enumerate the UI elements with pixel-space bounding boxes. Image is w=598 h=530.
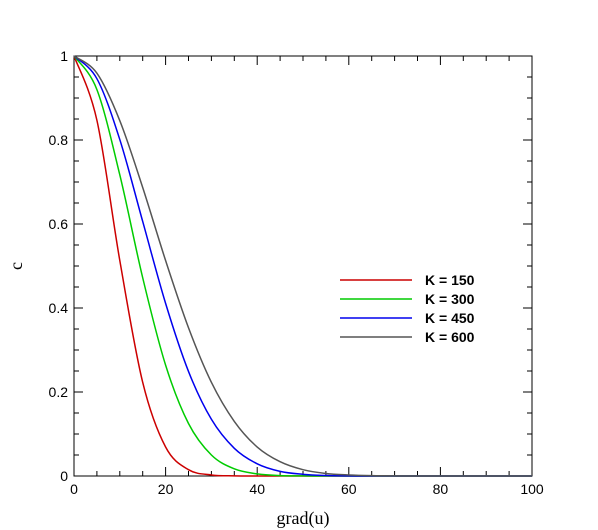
x-tick-label: 0 [70, 481, 78, 497]
series-layer [73, 55, 532, 477]
y-axis-title: c [6, 262, 26, 270]
legend-label-3: K = 450 [425, 310, 475, 326]
series-line-3 [73, 55, 532, 477]
legend-label-2: K = 300 [425, 291, 475, 307]
series-line-2 [73, 55, 532, 477]
legend-label-4: K = 600 [425, 329, 475, 345]
legend: K = 150 K = 300 K = 450 K = 600 [340, 272, 475, 345]
axis-ticks: 0 20 40 60 80 100 0 0.2 0.4 0.6 0.8 1 [49, 48, 544, 497]
plot-frame [73, 55, 533, 477]
x-tick-label: 80 [433, 481, 449, 497]
y-tick-label: 0.4 [49, 300, 69, 316]
x-tick-label: 100 [520, 481, 544, 497]
x-axis-title: grad(u) [277, 508, 330, 529]
x-tick-label: 20 [158, 481, 174, 497]
y-tick-label: 0.6 [49, 216, 69, 232]
series-line-1 [73, 55, 532, 477]
legend-label-1: K = 150 [425, 272, 475, 288]
series-line-4 [73, 55, 532, 477]
y-tick-label: 0.8 [49, 132, 69, 148]
y-tick-label: 1 [60, 48, 68, 64]
y-tick-label: 0.2 [49, 384, 69, 400]
x-tick-label: 60 [341, 481, 357, 497]
x-tick-label: 40 [249, 481, 265, 497]
y-tick-label: 0 [60, 468, 68, 484]
